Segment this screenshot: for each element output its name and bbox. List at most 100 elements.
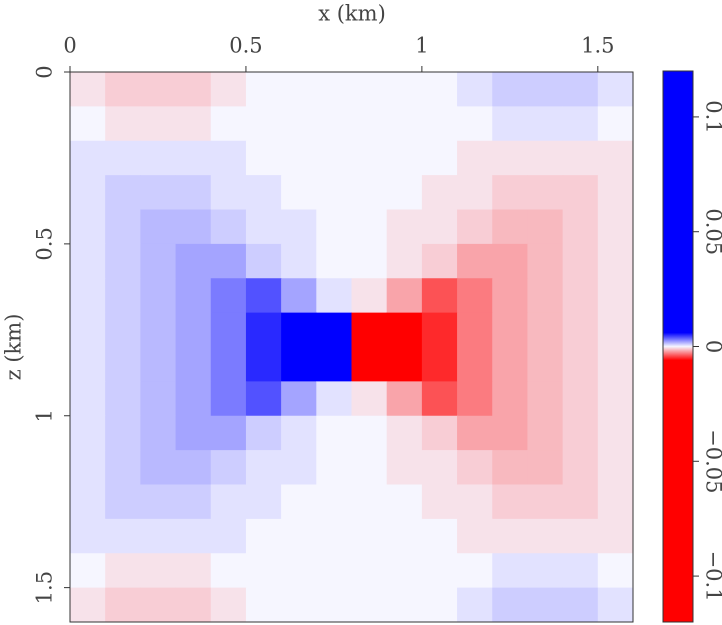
heatmap-cell [210, 72, 247, 107]
heatmap-cell [351, 72, 388, 107]
heatmap-cell [316, 140, 352, 176]
heatmap-cell [457, 278, 493, 314]
heatmap-cell [316, 484, 352, 520]
heatmap-cell [140, 518, 177, 554]
heatmap-cell [386, 553, 423, 589]
heatmap-cell [316, 587, 352, 623]
heatmap-cell [140, 415, 177, 451]
heatmap-cell [70, 140, 106, 176]
heatmap-cell [316, 243, 352, 279]
heatmap-cell [597, 347, 634, 382]
heatmap-cell [492, 415, 528, 451]
heatmap-cell [597, 518, 634, 554]
heatmap-cell [386, 347, 423, 382]
heatmap-cell [316, 415, 352, 451]
heatmap-cell [245, 278, 282, 314]
heatmap-cell [457, 312, 493, 348]
heatmap-cell [70, 72, 106, 107]
heatmap-cell [281, 243, 317, 279]
heatmap-cell [386, 209, 423, 245]
heatmap-cell [175, 450, 212, 485]
heatmap-cell [210, 106, 247, 142]
heatmap-cell [245, 140, 282, 176]
heatmap-cell [562, 140, 599, 176]
heatmap-cell [281, 278, 317, 314]
heatmap-cell [70, 518, 106, 554]
heatmap-cell [492, 175, 528, 210]
y-tick-label: 0.5 [33, 227, 57, 260]
heatmap-cell [140, 175, 177, 210]
heatmap-cell [210, 484, 247, 520]
heatmap-cell [597, 106, 634, 142]
heatmap-cell [210, 278, 247, 314]
heatmap-cell [281, 450, 317, 485]
heatmap-cell [245, 175, 282, 210]
heatmap-cell [527, 381, 564, 417]
x-tick-label: 0 [63, 34, 76, 58]
heatmap-cell [175, 553, 212, 589]
heatmap-cell [386, 415, 423, 451]
heatmap-cell [70, 106, 106, 142]
heatmap-cell [527, 450, 564, 485]
x-tick-label: 0.5 [229, 34, 262, 58]
y-tick-label: 1.5 [33, 571, 57, 604]
heatmap-cell [421, 587, 458, 623]
heatmap-cell [316, 209, 352, 245]
heatmap-cell [105, 312, 141, 348]
heatmap-cell [562, 450, 599, 485]
heatmap-cell [527, 209, 564, 245]
heatmap-cell [281, 553, 317, 589]
heatmap-cell [492, 587, 528, 623]
heatmap-cell [70, 347, 106, 382]
heatmap-cell [562, 415, 599, 451]
heatmap-cell [245, 415, 282, 451]
heatmap-cell [386, 484, 423, 520]
heatmap-cell [597, 312, 634, 348]
heatmap-cell [386, 175, 423, 210]
heatmap-cell [210, 553, 247, 589]
heatmap-cell [597, 381, 634, 417]
heatmap-cell [351, 347, 388, 382]
heatmap-cell [597, 175, 634, 210]
heatmap-cell [351, 484, 388, 520]
heatmap-cell [140, 278, 177, 314]
heatmap-cell [281, 347, 317, 382]
heatmap-cell [105, 381, 141, 417]
heatmap-cell [316, 518, 352, 554]
heatmap-cell [351, 106, 388, 142]
heatmap-cell [175, 106, 212, 142]
colorbar-tick-label: −0.05 [702, 429, 722, 493]
heatmap-cell [175, 484, 212, 520]
heatmap-cell [597, 484, 634, 520]
heatmap-cell [527, 484, 564, 520]
heatmap-cell [421, 140, 458, 176]
heatmap-cell [492, 209, 528, 245]
heatmap-cell [210, 381, 247, 417]
colorbar-tick-label: −0.1 [702, 551, 722, 602]
heatmap-cell [527, 587, 564, 623]
heatmap-cell [316, 312, 352, 348]
heatmap-cell [210, 450, 247, 485]
heatmap [70, 72, 634, 623]
heatmap-cell [527, 553, 564, 589]
heatmap-cell [457, 72, 493, 107]
heatmap-cell [281, 209, 317, 245]
heatmap-cell [421, 381, 458, 417]
heatmap-cell [140, 106, 177, 142]
heatmap-cell [421, 518, 458, 554]
heatmap-cell [105, 518, 141, 554]
heatmap-cell [210, 312, 247, 348]
heatmap-cell [386, 587, 423, 623]
heatmap-cell [562, 347, 599, 382]
heatmap-cell [421, 243, 458, 279]
heatmap-cell [386, 312, 423, 348]
heatmap-cell [457, 381, 493, 417]
heatmap-cell [210, 518, 247, 554]
heatmap-cell [140, 450, 177, 485]
heatmap-cell [351, 312, 388, 348]
heatmap-cell [245, 106, 282, 142]
heatmap-cell [421, 484, 458, 520]
heatmap-cell [210, 243, 247, 279]
heatmap-cell [386, 278, 423, 314]
x-tick-label: 1 [415, 34, 428, 58]
